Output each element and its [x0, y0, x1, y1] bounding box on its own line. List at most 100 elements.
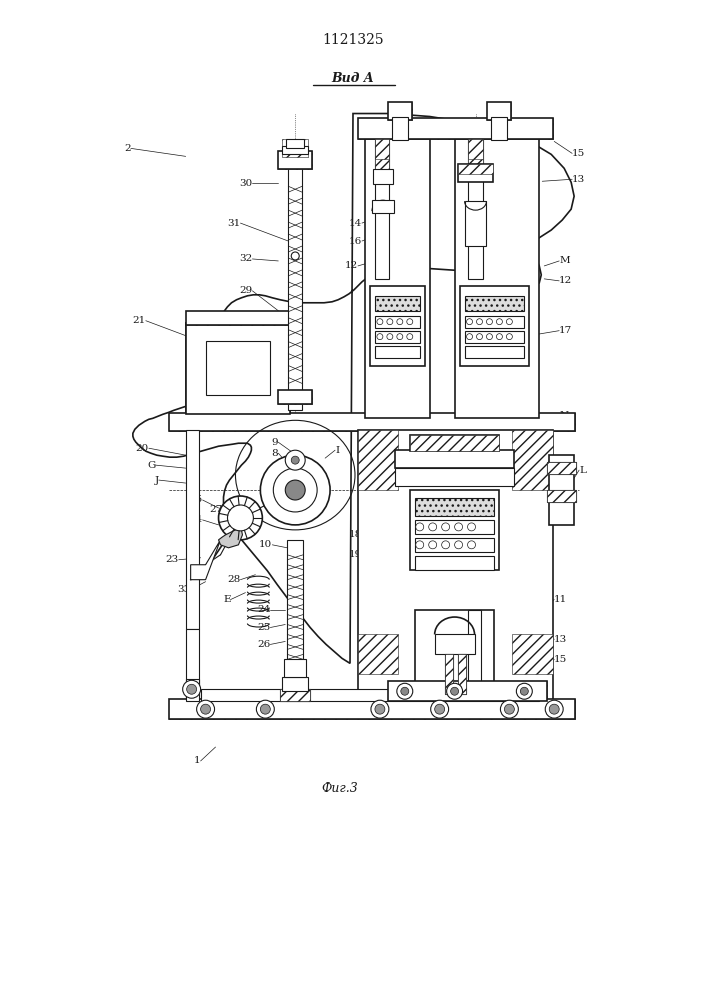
Circle shape	[197, 700, 214, 718]
Circle shape	[431, 700, 449, 718]
Bar	[491, 117, 508, 140]
Circle shape	[516, 683, 532, 699]
Circle shape	[486, 334, 493, 340]
Bar	[457, 164, 493, 182]
Text: N: N	[559, 411, 568, 420]
Bar	[375, 139, 389, 279]
Text: 24: 24	[257, 605, 270, 614]
Text: D: D	[443, 441, 451, 450]
Bar	[186, 311, 291, 325]
Text: L: L	[579, 466, 586, 475]
Bar	[445, 654, 452, 694]
Bar	[375, 159, 389, 179]
Text: 22: 22	[224, 376, 238, 385]
Bar	[358, 634, 398, 674]
Circle shape	[407, 334, 413, 340]
Text: 13: 13	[572, 175, 585, 184]
Bar	[464, 296, 525, 311]
Text: 8: 8	[271, 449, 279, 458]
Circle shape	[486, 319, 493, 325]
Circle shape	[506, 319, 513, 325]
Bar	[279, 390, 312, 404]
Text: 23: 23	[165, 555, 179, 564]
Circle shape	[375, 704, 385, 714]
Bar	[280, 689, 310, 701]
Bar	[547, 490, 576, 502]
Circle shape	[435, 704, 445, 714]
Bar	[288, 161, 302, 410]
Circle shape	[428, 523, 437, 531]
Circle shape	[201, 704, 211, 714]
Bar	[415, 520, 494, 534]
Bar	[282, 139, 308, 157]
Bar	[457, 654, 465, 694]
Circle shape	[257, 700, 274, 718]
Text: 33: 33	[177, 585, 191, 594]
Text: 16: 16	[385, 617, 398, 626]
Bar	[358, 118, 553, 139]
Circle shape	[371, 700, 389, 718]
Text: 12: 12	[559, 276, 573, 285]
Bar	[464, 201, 486, 246]
Text: 29: 29	[239, 286, 252, 295]
Bar	[365, 139, 430, 418]
Bar	[547, 490, 576, 502]
Bar	[169, 699, 575, 719]
Text: 14: 14	[385, 635, 398, 644]
Circle shape	[260, 455, 330, 525]
Bar	[279, 151, 312, 169]
Bar	[186, 629, 199, 699]
Text: E: E	[223, 595, 230, 604]
Bar	[358, 430, 553, 704]
Bar	[388, 102, 411, 120]
Bar	[169, 413, 575, 431]
Circle shape	[506, 334, 513, 340]
Bar	[284, 659, 306, 677]
Bar	[435, 634, 474, 654]
Circle shape	[407, 319, 413, 325]
Circle shape	[549, 704, 559, 714]
Bar	[372, 200, 394, 213]
Bar	[370, 286, 425, 366]
Bar	[455, 139, 539, 418]
Bar	[467, 610, 481, 699]
Bar	[375, 316, 420, 328]
Bar	[487, 102, 511, 120]
Circle shape	[291, 456, 299, 464]
Circle shape	[387, 319, 393, 325]
Circle shape	[377, 319, 383, 325]
Text: 21: 21	[133, 316, 146, 325]
Text: 32: 32	[239, 254, 252, 263]
Text: 15: 15	[554, 655, 568, 664]
Text: 19: 19	[349, 550, 362, 559]
Bar	[460, 286, 530, 366]
Circle shape	[442, 541, 450, 549]
Bar	[464, 331, 525, 343]
Circle shape	[450, 687, 459, 695]
Bar	[415, 538, 494, 552]
Circle shape	[467, 334, 472, 340]
Bar	[415, 610, 494, 689]
Polygon shape	[218, 525, 243, 548]
Text: 17: 17	[559, 515, 573, 524]
Circle shape	[228, 505, 253, 531]
Circle shape	[467, 541, 476, 549]
Bar	[169, 699, 575, 719]
Bar	[388, 102, 411, 120]
Bar	[186, 323, 291, 414]
Bar	[388, 681, 547, 701]
Text: 18: 18	[349, 530, 362, 539]
Text: 17: 17	[559, 326, 573, 335]
Bar	[464, 316, 525, 328]
Bar	[464, 346, 525, 358]
Circle shape	[397, 683, 413, 699]
Text: 14: 14	[349, 219, 362, 228]
Circle shape	[416, 523, 423, 531]
Bar	[457, 654, 465, 694]
Bar	[280, 689, 310, 701]
Bar	[373, 169, 393, 184]
Circle shape	[187, 684, 197, 694]
Text: 35: 35	[189, 495, 203, 504]
Circle shape	[182, 680, 201, 698]
Circle shape	[260, 704, 270, 714]
